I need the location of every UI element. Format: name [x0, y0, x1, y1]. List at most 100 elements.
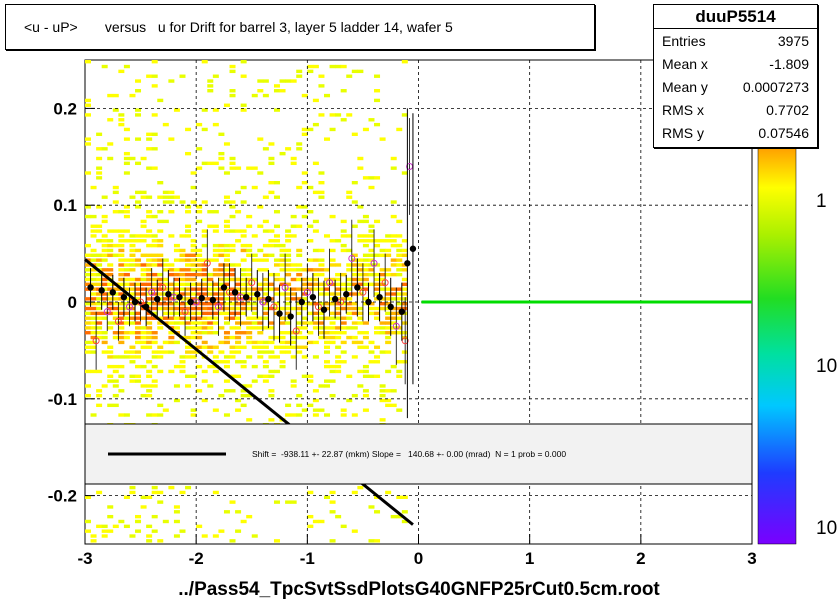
profile-open-point [381, 279, 389, 287]
hist-cell [146, 214, 153, 219]
hist-cell [140, 287, 147, 291]
hist-cell [296, 142, 303, 146]
hist-cell [185, 287, 192, 291]
hist-cell [346, 287, 353, 291]
hist-cell [296, 345, 303, 349]
hist-cell [85, 350, 92, 354]
hist-cell [351, 311, 358, 316]
hist-cell [262, 306, 269, 311]
hist-cell [340, 219, 347, 224]
hist-cell [162, 340, 169, 345]
hist-cell [90, 302, 97, 306]
hist-cell [290, 79, 297, 83]
hist-cell [401, 239, 408, 243]
hist-cell [218, 151, 225, 156]
hist-cell [318, 302, 325, 306]
hist-cell [368, 268, 375, 272]
hist-cell [357, 321, 364, 325]
hist-cell [401, 510, 408, 514]
hist-cell [235, 229, 242, 233]
hist-cell [157, 181, 164, 185]
hist-cell [146, 316, 153, 320]
hist-cell [374, 345, 381, 349]
hist-cell [173, 195, 180, 199]
hist-cell [101, 287, 108, 291]
hist-cell [173, 384, 180, 388]
hist-cell [218, 277, 225, 282]
hist-cell [201, 316, 208, 320]
hist-cell [379, 239, 386, 243]
hist-cell [396, 272, 403, 277]
hist-cell [96, 132, 103, 136]
hist-cell [196, 389, 203, 393]
hist-cell [385, 326, 392, 330]
hist-cell [201, 534, 208, 538]
hist-cell [185, 316, 192, 320]
profile-filled-point [142, 303, 150, 311]
hist-cell [129, 234, 136, 238]
hist-cell [296, 74, 303, 78]
hist-cell [346, 74, 353, 78]
hist-cell [301, 132, 308, 136]
hist-cell [140, 195, 147, 199]
hist-cell [185, 355, 192, 359]
hist-cell [90, 335, 97, 340]
hist-cell [301, 321, 308, 325]
hist-cell [185, 485, 192, 490]
hist-cell [307, 490, 314, 495]
hist-cell [146, 253, 153, 257]
hist-cell [101, 529, 108, 533]
hist-cell [396, 495, 403, 499]
hist-cell [340, 331, 347, 335]
profile-open-point [214, 303, 222, 311]
hist-cell [329, 326, 336, 330]
hist-cell [146, 243, 153, 248]
hist-cell [246, 268, 253, 272]
hist-cell [285, 321, 292, 325]
profile-filled-point [131, 298, 139, 306]
hist-cell [285, 263, 292, 267]
hist-cell [146, 389, 153, 393]
hist-cell [268, 418, 275, 422]
hist-cell [168, 137, 175, 141]
hist-cell [101, 316, 108, 320]
hist-cell [140, 190, 147, 195]
hist-cell [340, 321, 347, 325]
hist-cell [212, 282, 219, 287]
profile-markers [87, 108, 417, 419]
hist-cell [385, 398, 392, 403]
hist-cell [307, 210, 314, 214]
hist-cell [235, 350, 242, 354]
hist-cell [112, 302, 119, 306]
hist-cell [101, 331, 108, 335]
hist-cell [196, 205, 203, 209]
hist-cell [96, 258, 103, 262]
hist-cell [290, 384, 297, 388]
colorbar-label: 10 [816, 356, 837, 377]
hist-cell [129, 490, 136, 495]
hist-cell [390, 321, 397, 325]
hist-cell [396, 306, 403, 311]
hist-cell [90, 331, 97, 335]
hist-cell [229, 306, 236, 311]
hist-cell [129, 93, 136, 98]
hist-cell [385, 316, 392, 320]
profile-filled-point [265, 295, 272, 303]
hist-cell [251, 253, 258, 257]
hist-cell [357, 219, 364, 224]
hist-cell [135, 355, 142, 359]
hist-cell [157, 219, 164, 224]
hist-cell [273, 224, 280, 228]
hist-cell [290, 345, 297, 349]
hist-cell [296, 297, 303, 301]
hist-cell [218, 282, 225, 287]
hist-cell [146, 369, 153, 374]
profile-filled-point [254, 291, 261, 298]
hist-cell [157, 355, 164, 359]
hist-cell [312, 248, 319, 253]
hist-cell [268, 190, 275, 195]
hist-cell [240, 277, 247, 282]
hist-cell [296, 287, 303, 291]
hist-cell [107, 282, 114, 287]
hist-cell [207, 282, 214, 287]
